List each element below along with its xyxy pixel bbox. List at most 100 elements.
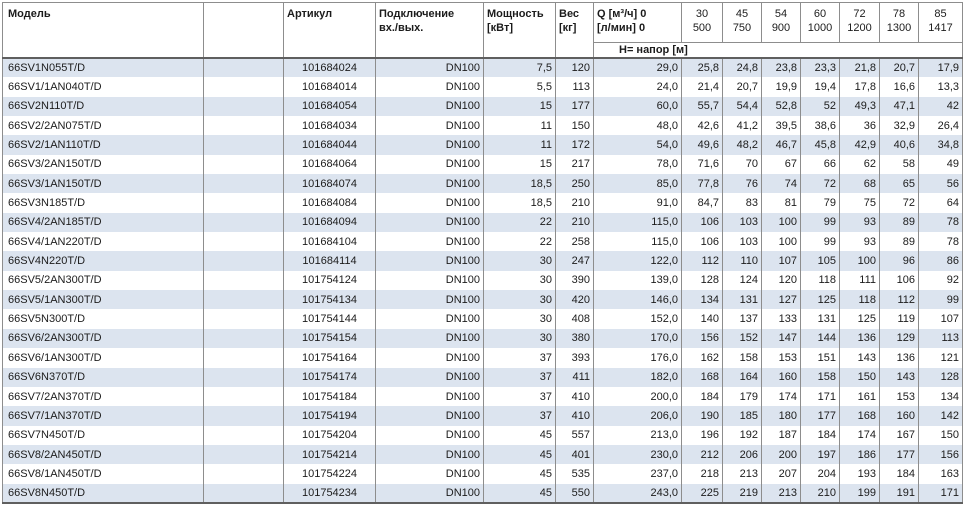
cell-head-85: 78 (918, 212, 963, 233)
cell-model: 66SV6/2AN300T/D (2, 328, 204, 349)
cell-head-45: 179 (722, 386, 762, 407)
cell-model: 66SV4/1AN220T/D (2, 232, 204, 252)
col-header-spacer (203, 2, 284, 59)
cell-weight: 393 (555, 348, 594, 368)
cell-head-60: 131 (800, 309, 840, 329)
cell-connection: DN100 (375, 328, 484, 349)
table-row: 66SV8N450T/D 101754234 DN100 45 550 243,… (2, 483, 963, 503)
cell-weight: 410 (555, 386, 594, 407)
cell-spacer (203, 154, 284, 175)
cell-head-30: 156 (681, 328, 723, 349)
cell-model: 66SV6/1AN300T/D (2, 348, 204, 368)
cell-spacer (203, 135, 284, 155)
cell-spacer (203, 290, 284, 310)
cell-weight: 247 (555, 251, 594, 271)
cell-article: 101754124 (283, 270, 376, 291)
cell-head-78: 72 (879, 193, 919, 213)
cell-connection: DN100 (375, 96, 484, 117)
table-header: Модель Артикул Подключение вх./вых. Мощно… (2, 2, 963, 59)
cell-weight: 210 (555, 193, 594, 213)
cell-head-78: 16,6 (879, 77, 919, 97)
cell-article: 101754224 (283, 464, 376, 484)
cell-head-q0: 29,0 (593, 58, 682, 78)
cell-article: 101684114 (283, 251, 376, 271)
cell-head-q0: 60,0 (593, 96, 682, 117)
cell-head-54: 52,8 (761, 96, 801, 117)
cell-head-54: 213 (761, 483, 801, 503)
cell-power: 15 (483, 96, 556, 117)
cell-head-60: 99 (800, 212, 840, 233)
cell-connection: DN100 (375, 212, 484, 233)
cell-weight: 258 (555, 232, 594, 252)
cell-model: 66SV2N110T/D (2, 96, 204, 117)
cell-head-72: 36 (839, 116, 880, 136)
cell-article: 101754234 (283, 483, 376, 503)
cell-power: 5,5 (483, 77, 556, 97)
cell-head-q0: 139,0 (593, 270, 682, 291)
cell-model: 66SV8/2AN450T/D (2, 444, 204, 465)
table-row: 66SV4/2AN185T/D 101684094 DN100 22 210 1… (2, 212, 963, 233)
cell-weight: 210 (555, 212, 594, 233)
cell-head-30: 140 (681, 309, 723, 329)
cell-head-72: 93 (839, 212, 880, 233)
cell-connection: DN100 (375, 464, 484, 484)
cell-head-72: 199 (839, 483, 880, 503)
cell-head-60: 125 (800, 290, 840, 310)
cell-power: 18,5 (483, 174, 556, 194)
cell-head-30: 196 (681, 425, 723, 445)
cell-power: 30 (483, 328, 556, 349)
cell-head-60: 204 (800, 464, 840, 484)
cell-article: 101684044 (283, 135, 376, 155)
cell-weight: 550 (555, 483, 594, 503)
cell-head-72: 42,9 (839, 135, 880, 155)
cell-head-60: 158 (800, 367, 840, 387)
table-row: 66SV3/2AN150T/D 101684064 DN100 15 217 7… (2, 154, 963, 175)
cell-connection: DN100 (375, 174, 484, 194)
table-row: 66SV8/2AN450T/D 101754214 DN100 45 401 2… (2, 444, 963, 465)
cell-head-78: 119 (879, 309, 919, 329)
table-row: 66SV2/1AN110T/D 101684044 DN100 11 172 5… (2, 135, 963, 155)
cell-head-q0: 176,0 (593, 348, 682, 368)
cell-model: 66SV5/1AN300T/D (2, 290, 204, 310)
cell-article: 101754154 (283, 328, 376, 349)
cell-head-54: 74 (761, 174, 801, 194)
cell-connection: DN100 (375, 77, 484, 97)
cell-head-60: 66 (800, 154, 840, 175)
cell-spacer (203, 348, 284, 368)
cell-head-60: 197 (800, 444, 840, 465)
cell-spacer (203, 193, 284, 213)
cell-head-45: 158 (722, 348, 762, 368)
cell-head-30: 84,7 (681, 193, 723, 213)
cell-head-45: 54,4 (722, 96, 762, 117)
cell-head-30: 106 (681, 232, 723, 252)
page: Модель Артикул Подключение вх./вых. Мощно… (2, 2, 963, 504)
cell-head-54: 187 (761, 425, 801, 445)
pump-spec-table: Модель Артикул Подключение вх./вых. Мощно… (2, 2, 963, 504)
cell-head-85: 107 (918, 309, 963, 329)
cell-model: 66SV4N220T/D (2, 251, 204, 271)
cell-head-60: 171 (800, 386, 840, 407)
cell-connection: DN100 (375, 232, 484, 252)
cell-weight: 410 (555, 406, 594, 426)
cell-spacer (203, 58, 284, 78)
cell-head-q0: 152,0 (593, 309, 682, 329)
cell-head-60: 184 (800, 425, 840, 445)
table-row: 66SV2N110T/D 101684054 DN100 15 177 60,0… (2, 96, 963, 117)
cell-head-30: 112 (681, 251, 723, 271)
cell-power: 37 (483, 386, 556, 407)
col-header-flow-72: 72 1200 (839, 2, 880, 43)
cell-power: 11 (483, 116, 556, 136)
cell-head-72: 168 (839, 406, 880, 426)
cell-spacer (203, 212, 284, 233)
cell-model: 66SV7N450T/D (2, 425, 204, 445)
cell-head-60: 118 (800, 270, 840, 291)
cell-head-45: 70 (722, 154, 762, 175)
cell-head-85: 17,9 (918, 58, 963, 78)
cell-head-85: 64 (918, 193, 963, 213)
cell-connection: DN100 (375, 290, 484, 310)
cell-connection: DN100 (375, 386, 484, 407)
cell-head-45: 152 (722, 328, 762, 349)
cell-head-85: 42 (918, 96, 963, 117)
cell-head-54: 180 (761, 406, 801, 426)
cell-head-72: 193 (839, 464, 880, 484)
